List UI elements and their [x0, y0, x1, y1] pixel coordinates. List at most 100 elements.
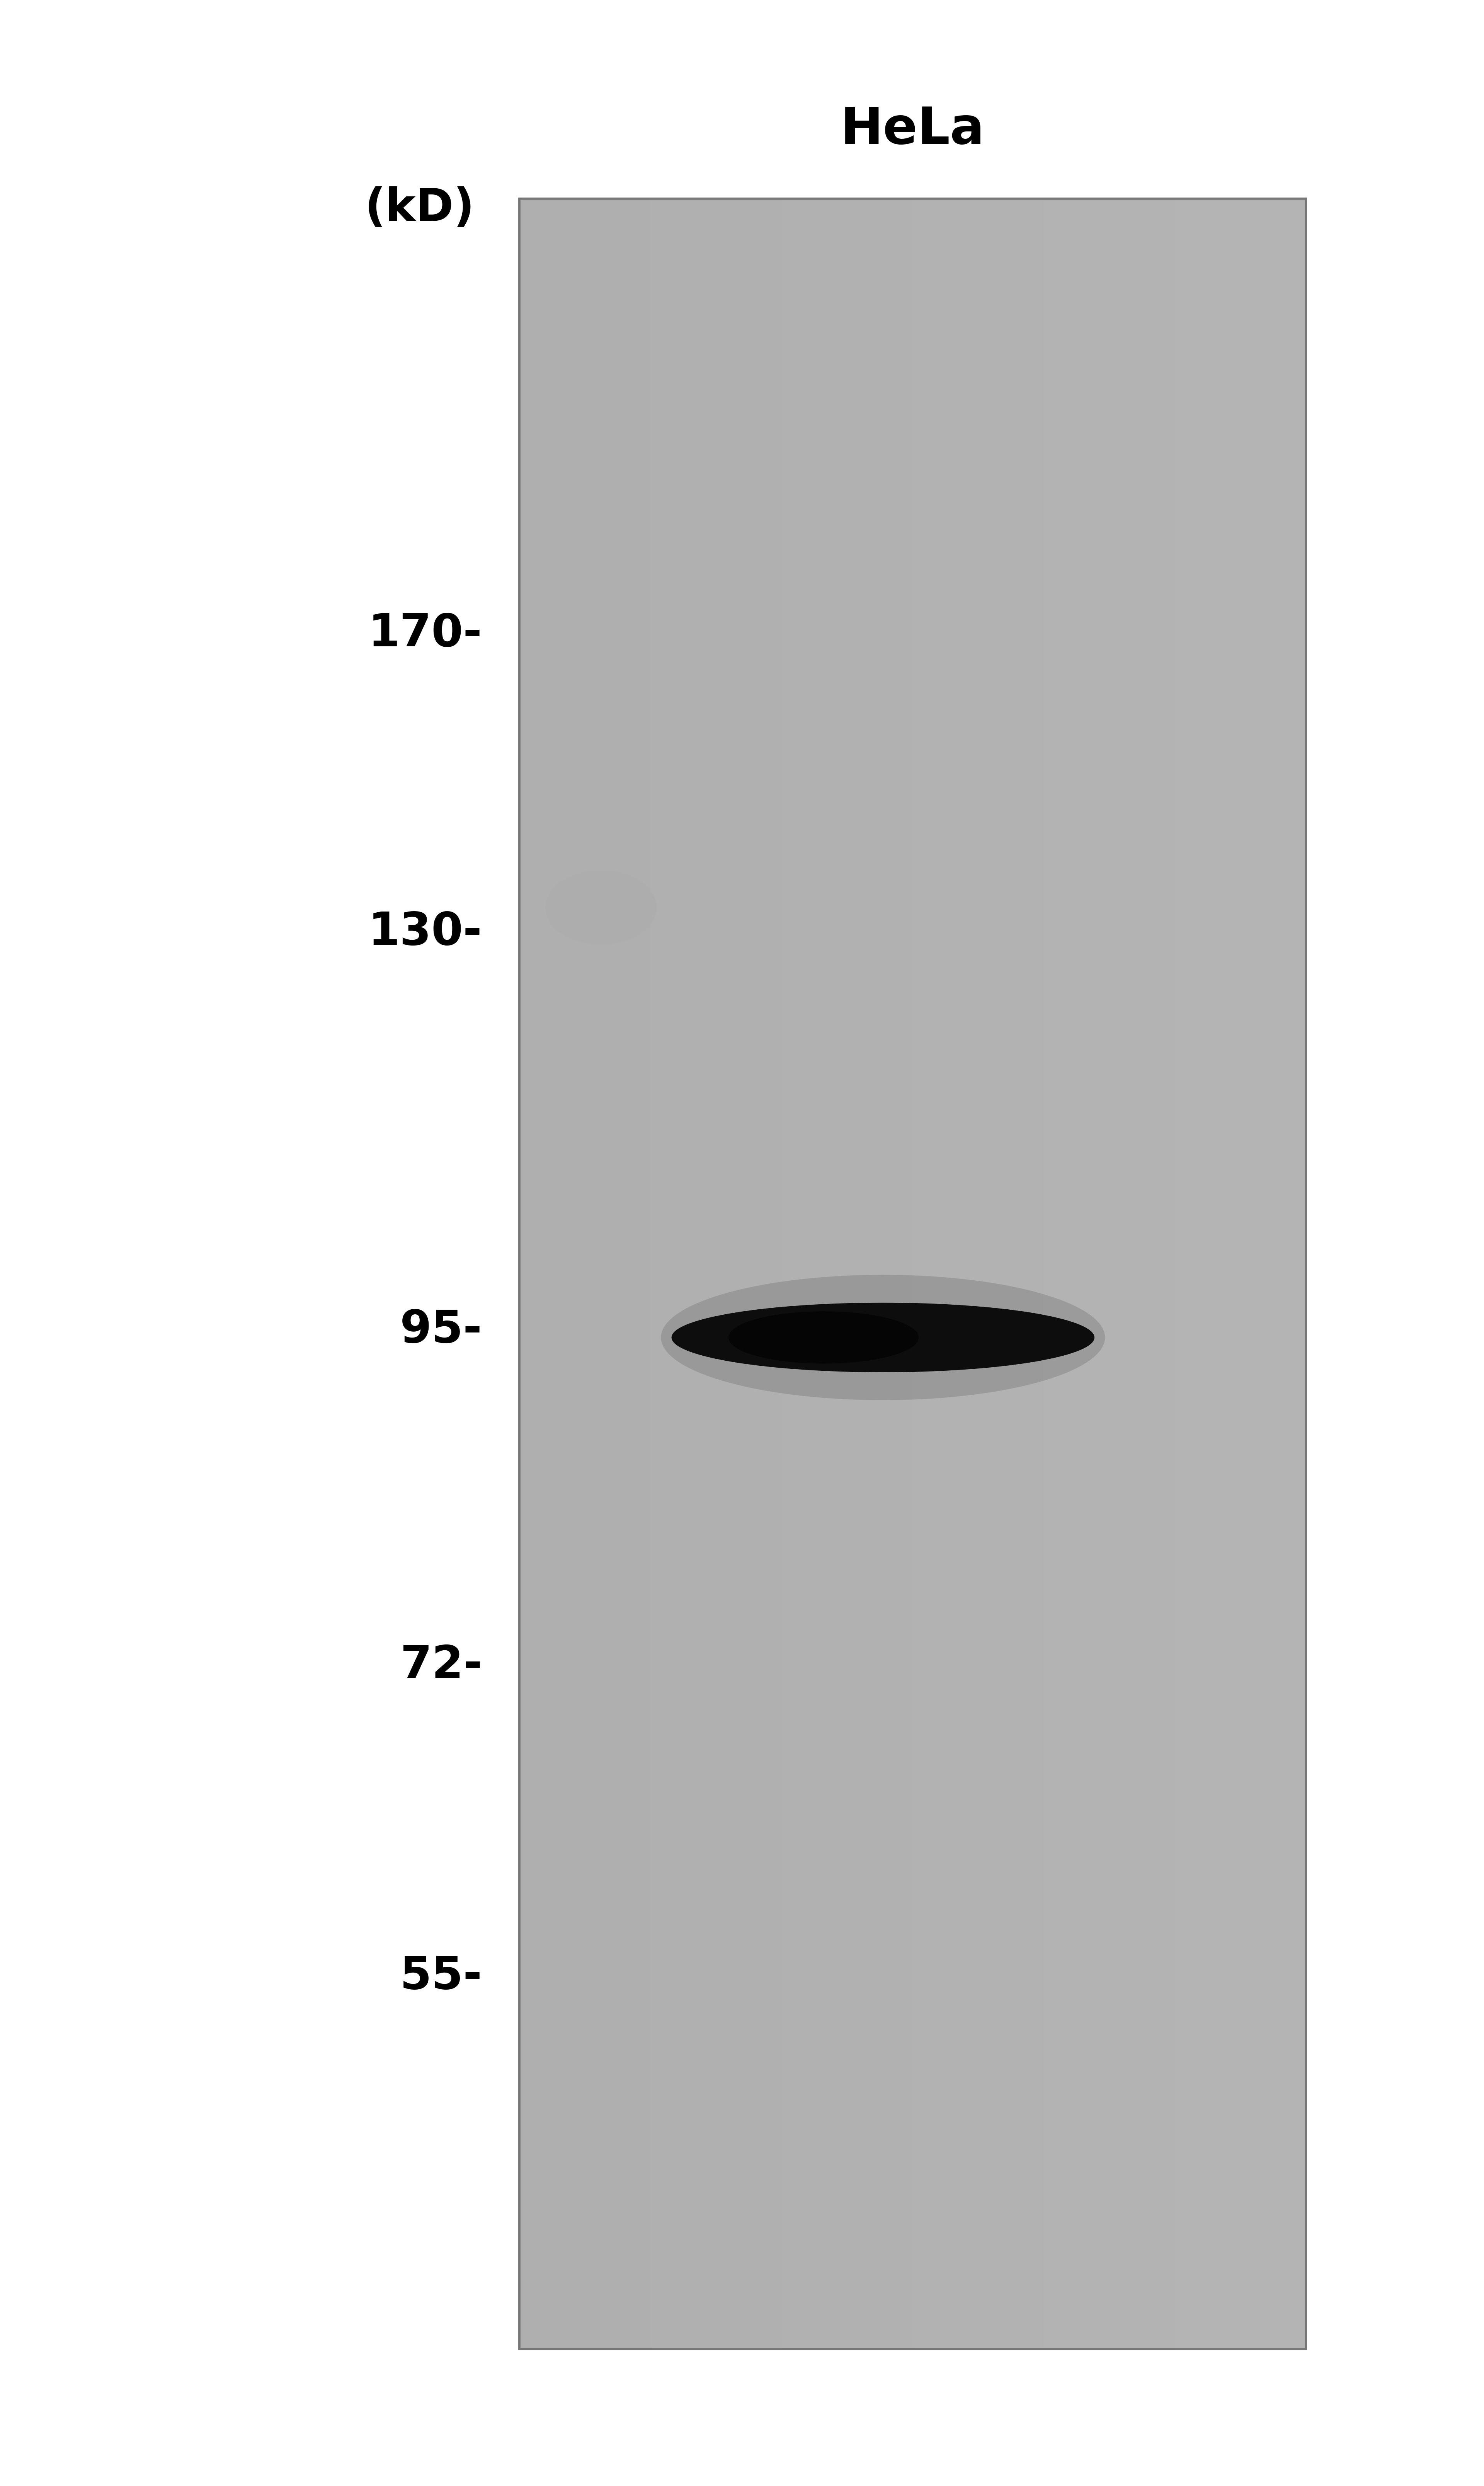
Bar — [1060, 199, 1063, 2349]
Bar — [1244, 199, 1245, 2349]
Bar — [650, 199, 653, 2349]
Bar — [1025, 199, 1028, 2349]
Ellipse shape — [671, 1303, 1094, 1372]
Bar — [916, 199, 919, 2349]
Bar — [671, 199, 674, 2349]
Bar — [892, 199, 895, 2349]
Bar — [527, 199, 530, 2349]
Bar — [816, 199, 818, 2349]
Bar — [1146, 199, 1149, 2349]
Bar — [1054, 199, 1057, 2349]
Bar — [1002, 199, 1005, 2349]
Bar — [792, 199, 794, 2349]
Bar — [601, 199, 604, 2349]
Bar — [718, 199, 721, 2349]
Bar — [787, 199, 789, 2349]
Bar — [577, 199, 580, 2349]
Bar — [1251, 199, 1254, 2349]
Bar — [803, 199, 806, 2349]
Bar — [585, 199, 588, 2349]
Bar — [571, 199, 574, 2349]
Bar — [1076, 199, 1077, 2349]
Bar — [879, 199, 881, 2349]
Bar — [873, 199, 876, 2349]
Bar — [1073, 199, 1076, 2349]
Bar — [1166, 199, 1169, 2349]
Bar — [1155, 199, 1156, 2349]
Bar — [818, 199, 821, 2349]
Bar — [861, 199, 862, 2349]
Bar — [978, 199, 981, 2349]
Bar — [638, 199, 640, 2349]
Bar — [1172, 199, 1175, 2349]
Bar — [1009, 199, 1012, 2349]
Bar — [813, 199, 816, 2349]
Bar — [773, 199, 776, 2349]
Bar — [611, 199, 614, 2349]
Bar — [758, 199, 761, 2349]
Bar — [1143, 199, 1146, 2349]
Bar — [1131, 199, 1132, 2349]
Bar — [800, 199, 803, 2349]
Bar — [1101, 199, 1104, 2349]
Bar — [1209, 199, 1211, 2349]
Bar — [663, 199, 666, 2349]
Bar — [1255, 199, 1258, 2349]
Bar — [806, 199, 807, 2349]
Bar — [703, 199, 705, 2349]
Bar — [947, 199, 950, 2349]
Bar — [886, 199, 889, 2349]
Bar — [608, 199, 611, 2349]
Bar — [1201, 199, 1204, 2349]
Bar — [807, 199, 810, 2349]
Ellipse shape — [546, 870, 656, 945]
Bar — [677, 199, 680, 2349]
Bar — [1190, 199, 1193, 2349]
Bar — [1196, 199, 1199, 2349]
Bar — [944, 199, 947, 2349]
Bar — [1272, 199, 1275, 2349]
Bar — [1264, 199, 1266, 2349]
Bar — [789, 199, 792, 2349]
Bar — [669, 199, 671, 2349]
Bar — [1278, 199, 1279, 2349]
Bar — [605, 199, 608, 2349]
Bar — [974, 199, 975, 2349]
Bar — [968, 199, 971, 2349]
Bar — [769, 199, 772, 2349]
Bar — [1175, 199, 1177, 2349]
Bar — [1165, 199, 1166, 2349]
Bar — [999, 199, 1002, 2349]
Bar — [659, 199, 660, 2349]
Bar — [910, 199, 913, 2349]
Bar — [619, 199, 622, 2349]
Ellipse shape — [660, 1275, 1106, 1400]
Bar — [656, 199, 659, 2349]
Bar — [1008, 199, 1009, 2349]
Bar — [1005, 199, 1008, 2349]
Bar — [923, 199, 926, 2349]
Bar — [714, 199, 715, 2349]
Bar — [649, 199, 650, 2349]
Bar — [1015, 199, 1018, 2349]
Bar — [1217, 199, 1220, 2349]
Bar — [794, 199, 797, 2349]
Bar — [881, 199, 884, 2349]
Bar — [1042, 199, 1043, 2349]
Bar — [824, 199, 827, 2349]
Bar — [1156, 199, 1159, 2349]
Bar — [705, 199, 708, 2349]
Bar — [939, 199, 941, 2349]
Bar — [1028, 199, 1030, 2349]
Bar — [1233, 199, 1235, 2349]
Bar — [865, 199, 868, 2349]
Bar — [1138, 199, 1141, 2349]
Bar — [985, 199, 988, 2349]
Bar — [850, 199, 852, 2349]
Bar — [690, 199, 693, 2349]
Bar — [653, 199, 656, 2349]
Bar — [1204, 199, 1206, 2349]
Bar — [556, 199, 558, 2349]
Bar — [1022, 199, 1025, 2349]
Bar — [844, 199, 847, 2349]
